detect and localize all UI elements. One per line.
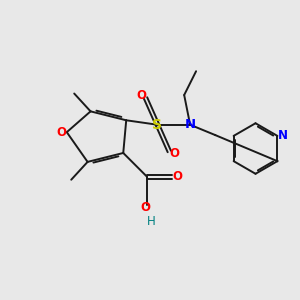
Text: O: O xyxy=(140,201,151,214)
Text: S: S xyxy=(152,118,162,132)
Text: O: O xyxy=(170,147,180,161)
Text: H: H xyxy=(147,215,156,228)
Text: O: O xyxy=(172,170,183,183)
Text: N: N xyxy=(278,129,288,142)
Text: N: N xyxy=(184,118,196,131)
Text: O: O xyxy=(136,89,146,102)
Text: O: O xyxy=(56,126,66,139)
